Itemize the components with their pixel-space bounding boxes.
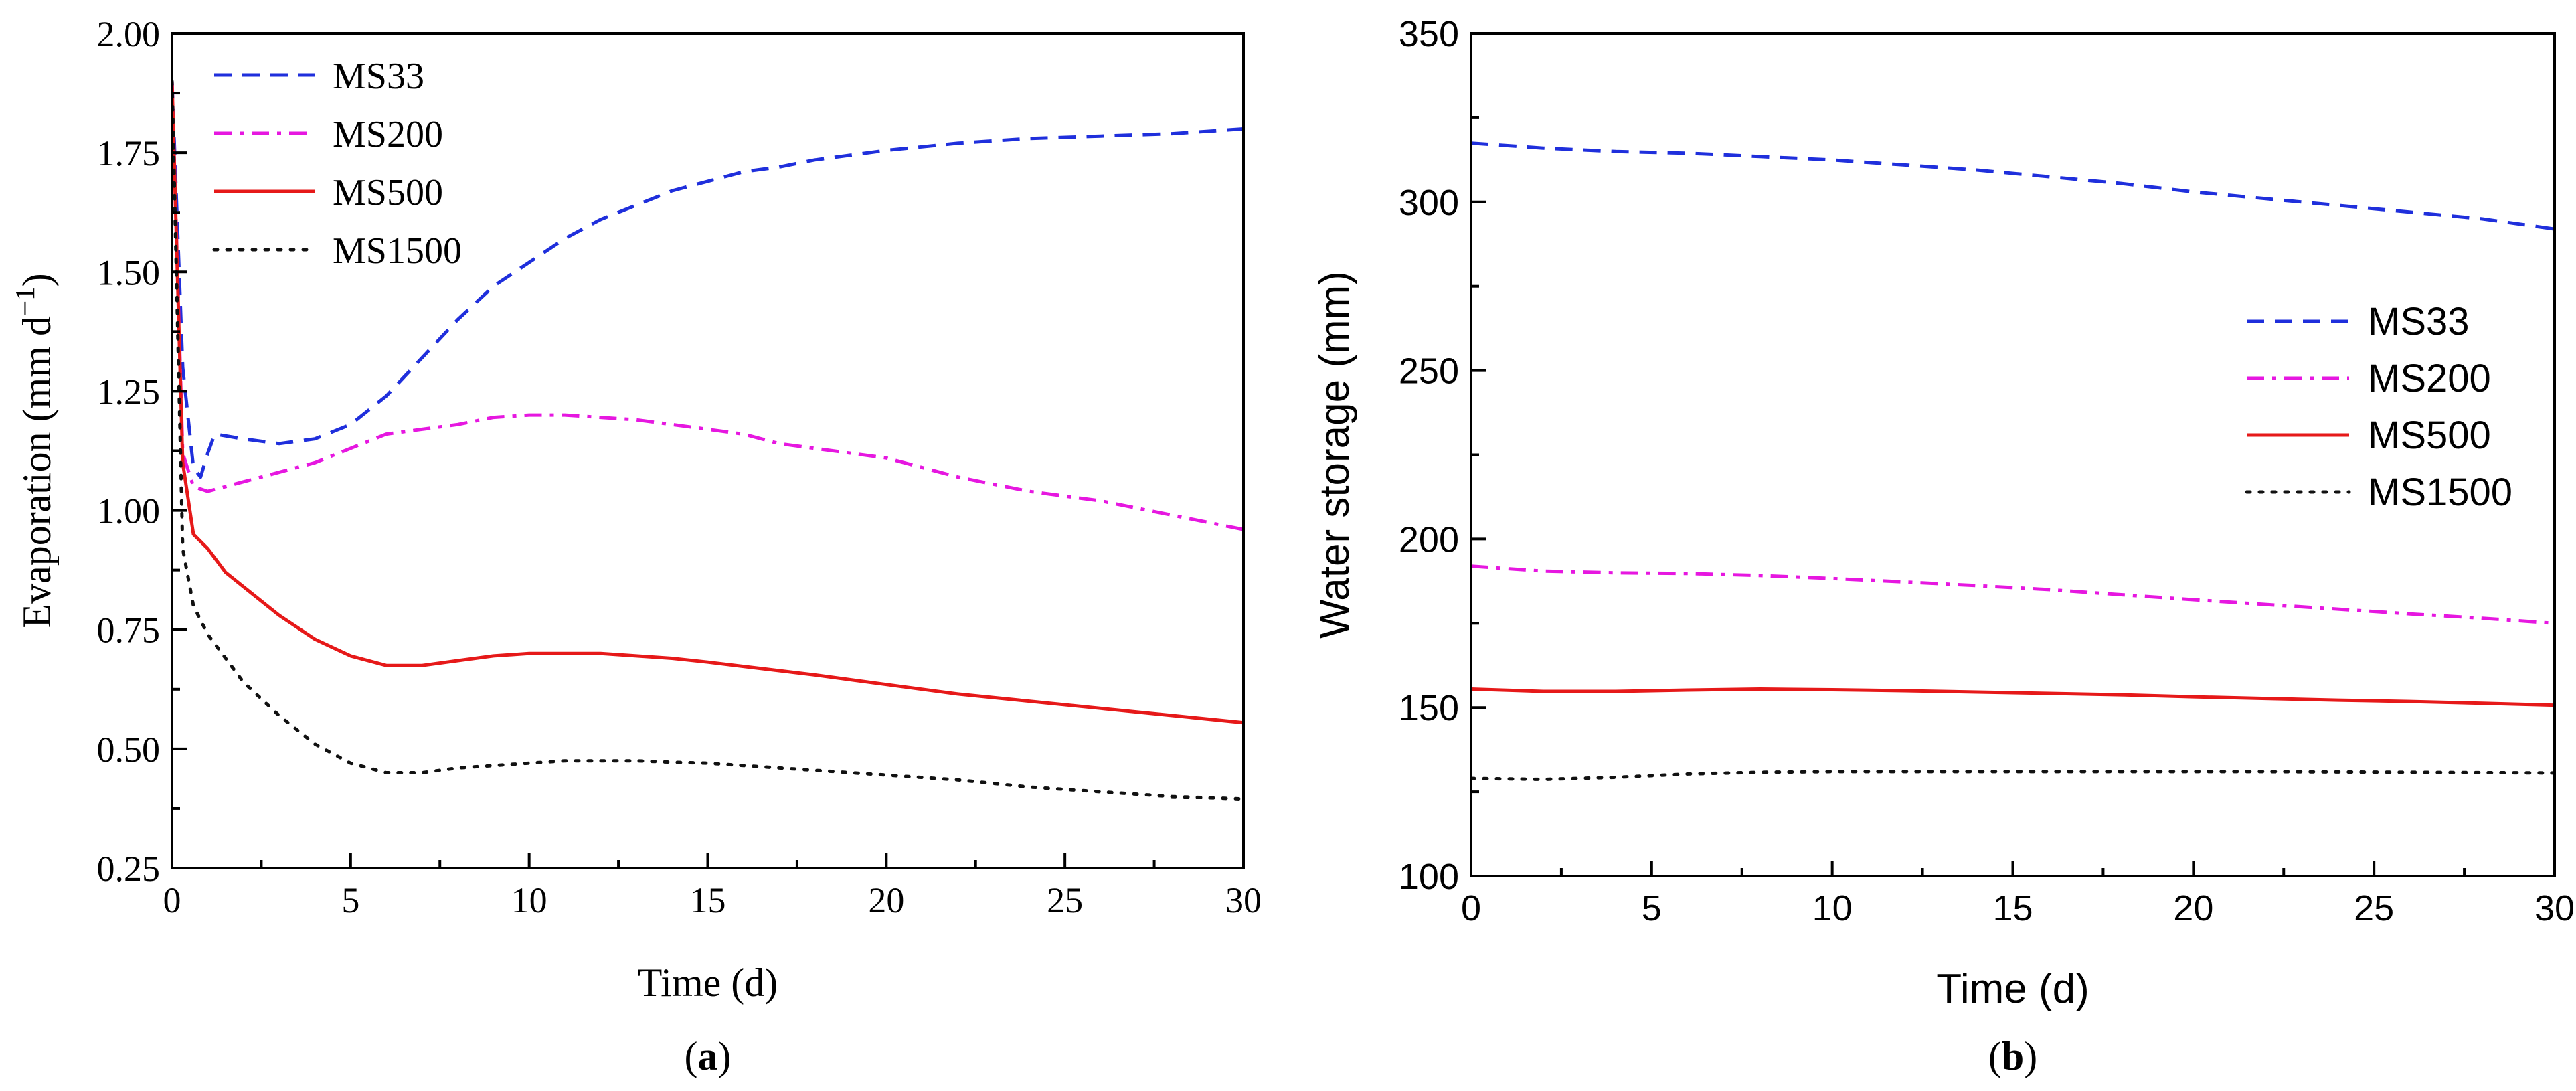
legend: MS33 MS200 MS500 MS1500 — [212, 56, 462, 272]
plot-frame — [171, 32, 1245, 869]
legend-label-ms1500: MS1500 — [2368, 471, 2512, 514]
y-axis-label: Evaporation (mm d−1) — [9, 273, 59, 628]
y-tick-label: 200 — [1399, 519, 1459, 560]
x-axis-label: Time (d) — [1936, 966, 2089, 1012]
y-tick-label: 0.25 — [97, 849, 161, 889]
legend-label-ms200: MS200 — [333, 114, 443, 155]
y-tick-label: 1.00 — [97, 491, 161, 531]
x-tick-label: 10 — [1812, 888, 1853, 928]
legend-label-ms200: MS200 — [2368, 357, 2491, 400]
x-tick-label: 25 — [2354, 888, 2394, 928]
legend: MS33 MS200 MS500 MS1500 — [2245, 300, 2512, 514]
chart-panel-a: 0 5 10 15 20 25 30 0.25 0.50 0.75 1.00 1.25 1.50 1.75… — [9, 14, 1262, 1078]
series-line-ms200 — [172, 81, 1243, 531]
series-line-ms33 — [172, 81, 1243, 479]
panel-label: (b) — [1988, 1034, 2037, 1078]
y-tick-label: 2.00 — [97, 14, 161, 54]
legend-label-ms1500: MS1500 — [333, 230, 462, 272]
series-line-ms500 — [1471, 687, 2555, 707]
y-tick-label: 1.75 — [97, 133, 161, 173]
y-tick-label: 350 — [1399, 14, 1459, 54]
series-line-ms500 — [172, 81, 1243, 725]
x-tick-label: 30 — [1225, 880, 1262, 920]
y-tick-label: 250 — [1399, 351, 1459, 392]
series-line-ms200 — [1471, 564, 2555, 625]
legend-label-ms33: MS33 — [2368, 300, 2470, 343]
panel-label: (a) — [685, 1034, 732, 1078]
x-tick-label: 30 — [2535, 888, 2575, 928]
y-tick-label: 150 — [1399, 688, 1459, 728]
x-tick-label: 15 — [690, 880, 726, 920]
y-tick-label: 300 — [1399, 183, 1459, 223]
y-tick-label: 1.50 — [97, 252, 161, 292]
x-tick-label: 5 — [341, 880, 359, 920]
x-axis-label: Time (d) — [638, 960, 778, 1005]
x-tick-label: 5 — [1642, 888, 1662, 928]
y-tick-label: 1.25 — [97, 371, 161, 412]
x-tick-label: 10 — [511, 880, 547, 920]
y-tick-label: 100 — [1399, 857, 1459, 897]
y-tick-label: 0.50 — [97, 730, 161, 770]
legend-label-ms500: MS500 — [333, 172, 443, 214]
y-axis-label: Water storage (mm) — [1312, 271, 1358, 639]
x-tick-label: 25 — [1047, 880, 1083, 920]
x-tick-label: 20 — [2173, 888, 2213, 928]
x-tick-label: 20 — [868, 880, 904, 920]
legend-label-ms500: MS500 — [2368, 414, 2491, 457]
legend-label-ms33: MS33 — [333, 56, 424, 97]
x-tick-label: 15 — [1992, 888, 2033, 928]
x-tick-label: 0 — [163, 880, 181, 920]
series-line-ms1500 — [172, 79, 1243, 801]
series-line-ms1500 — [1471, 770, 2555, 781]
x-tick-label: 0 — [1461, 888, 1481, 928]
y-tick-label: 0.75 — [97, 610, 161, 651]
chart-panel-b: 0 5 10 15 20 25 30 100 150 200 250 300 350 Time (d) Wa… — [1312, 14, 2575, 1078]
series-line-ms33 — [1471, 141, 2555, 231]
